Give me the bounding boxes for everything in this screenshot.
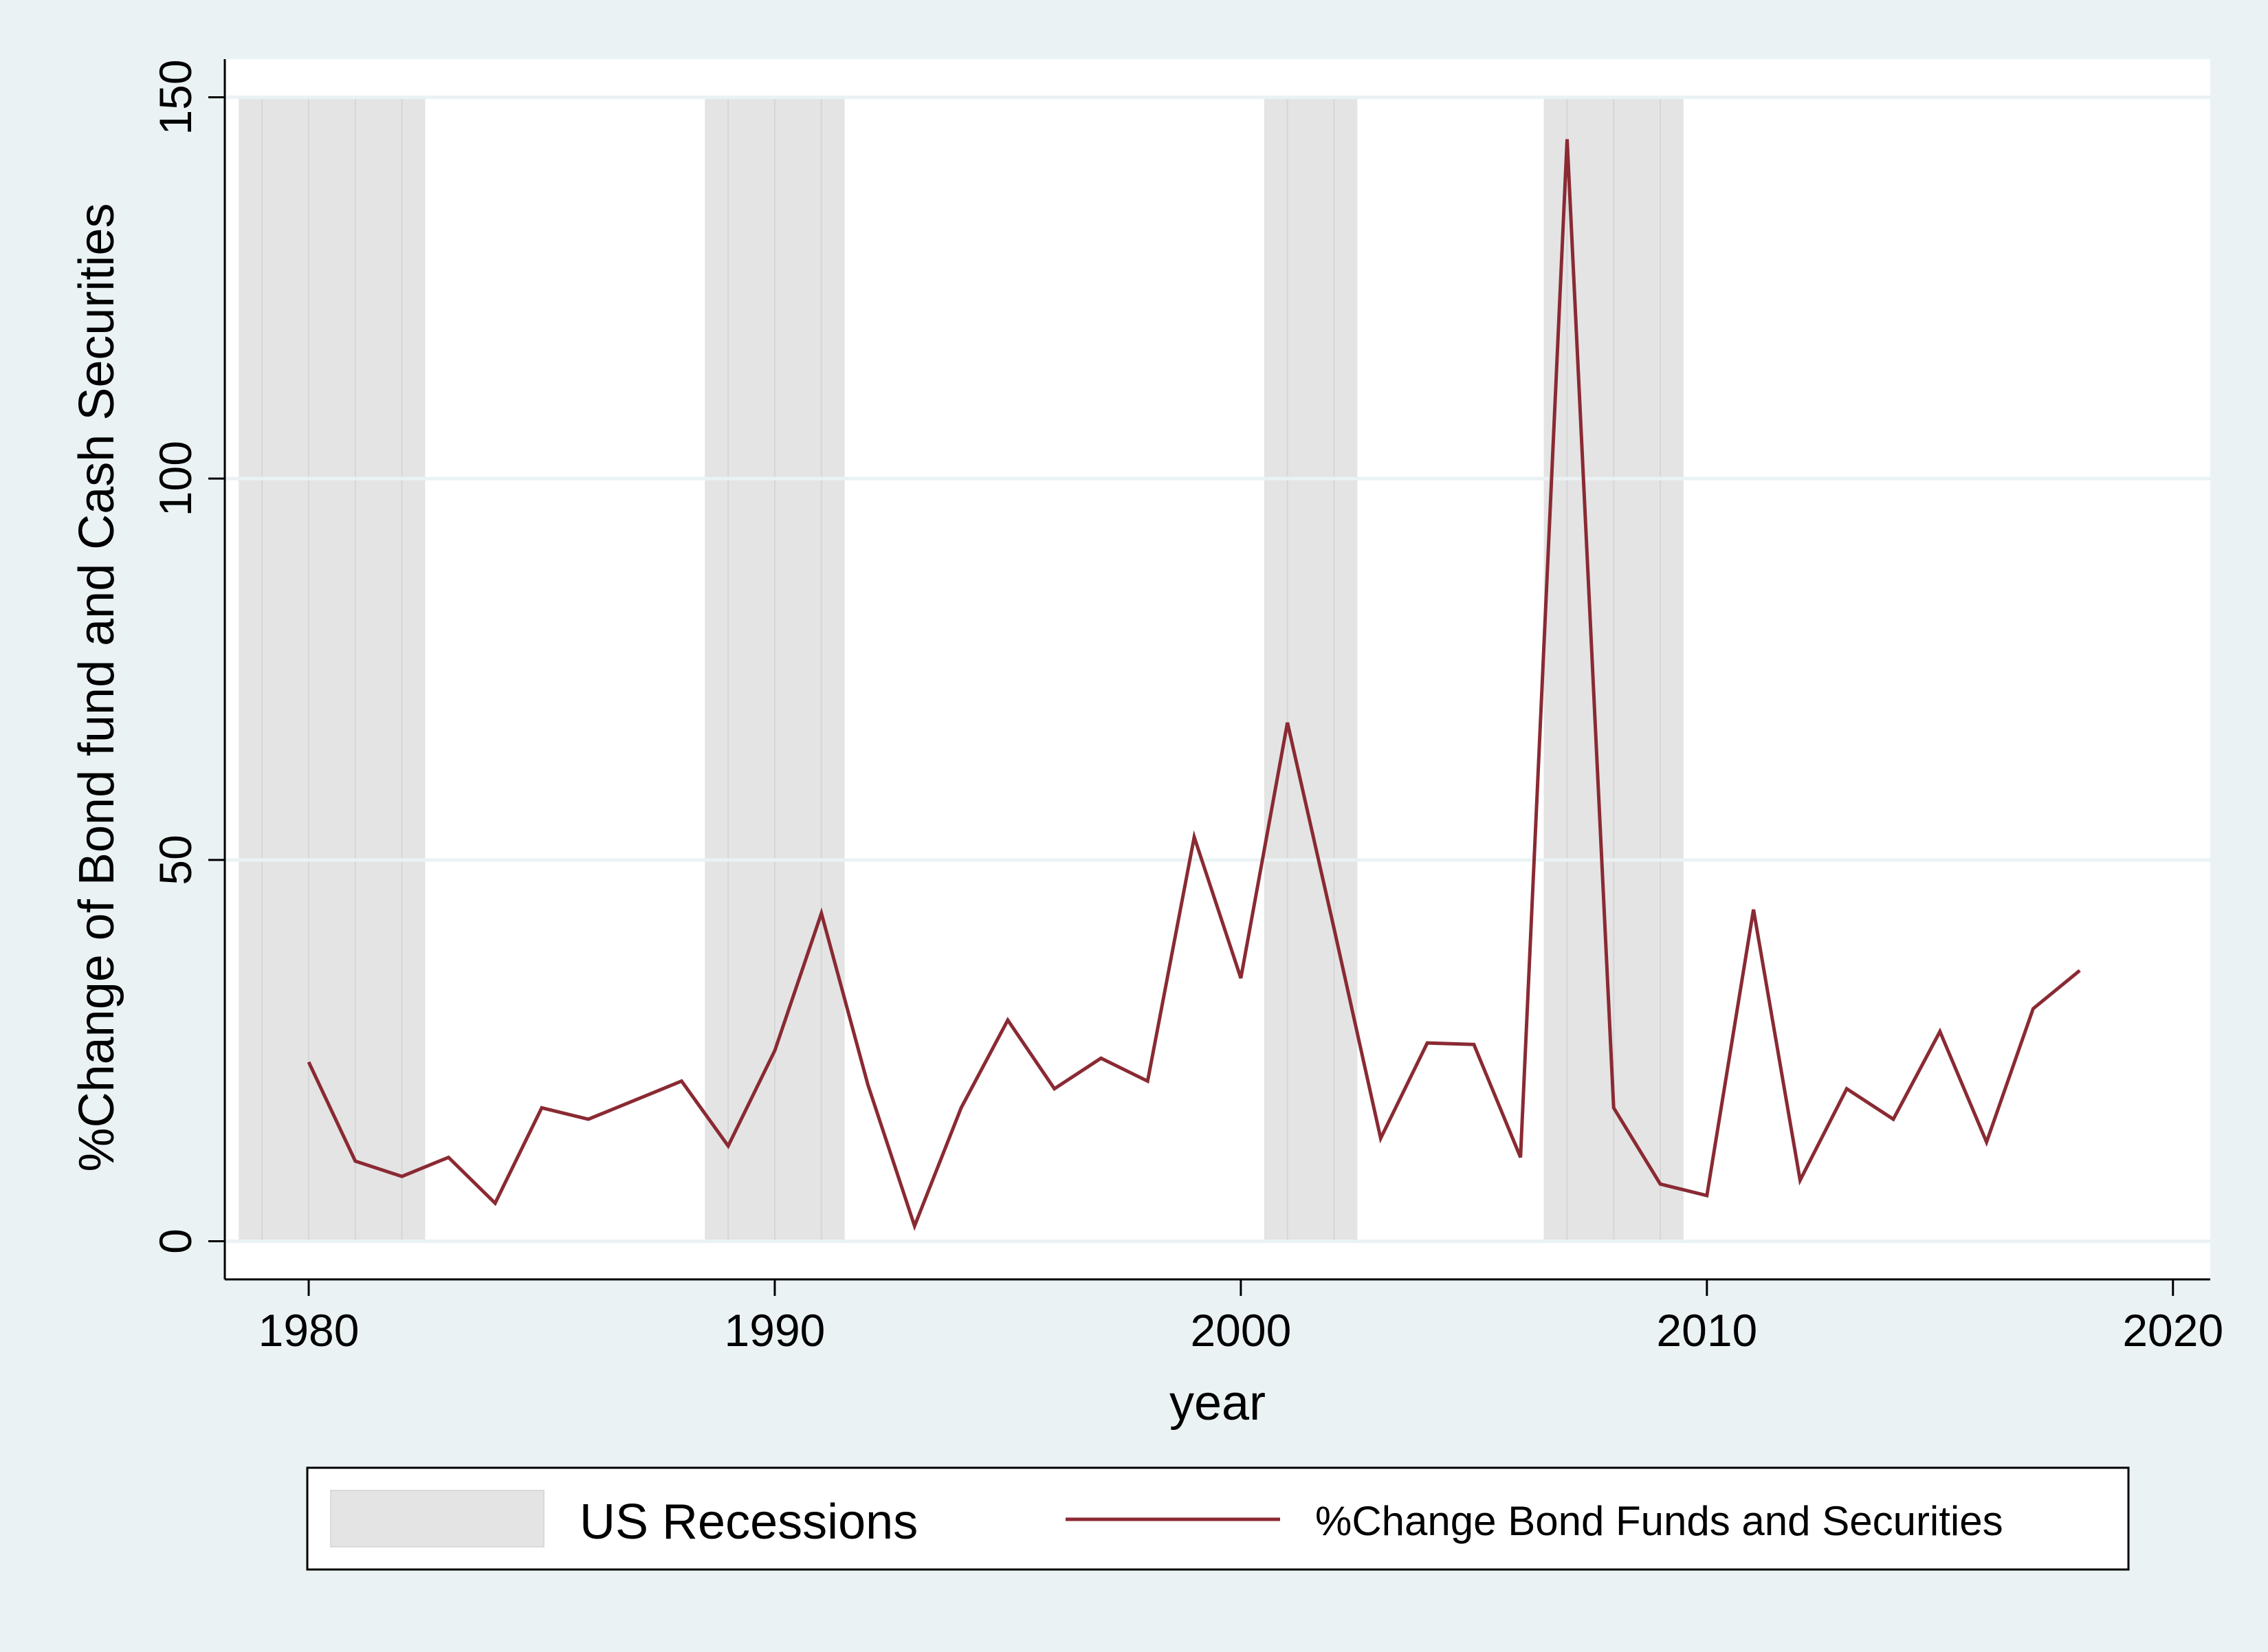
x-axis-title: year (1169, 1376, 1266, 1431)
legend-series-label: %Change Bond Funds and Securities (1315, 1498, 2003, 1544)
legend-recession-label: US Recessions (580, 1495, 918, 1550)
gridlines (225, 95, 2210, 1244)
recession-band (1264, 97, 1358, 1242)
series-line (307, 139, 2081, 1231)
axes (223, 59, 2210, 1281)
recession-bands (239, 97, 1684, 1242)
plot-area (225, 59, 2210, 1279)
x-tick-label: 2000 (1190, 1305, 1291, 1356)
y-tick-label: 0 (150, 1229, 201, 1254)
series-layer (307, 139, 2081, 1231)
x-tick-label: 1980 (258, 1305, 360, 1356)
y-tick-label: 50 (150, 835, 201, 885)
y-tick-label: 100 (150, 441, 201, 516)
y-tick-label: 150 (150, 59, 201, 135)
legend: US Recessions %Change Bond Funds and Sec… (306, 1466, 2130, 1571)
x-tick-label: 2010 (1656, 1305, 1757, 1356)
x-tick-label: 2020 (2122, 1305, 2223, 1356)
recession-band (239, 97, 426, 1242)
y-axis-title: %Change of Bond fund and Cash Securities (69, 203, 124, 1172)
x-tick-label: 1990 (725, 1305, 826, 1356)
ticks: 1980 1990 2000 2010 2020 0 50 100 150 (150, 59, 2223, 1356)
legend-recession-swatch (330, 1490, 544, 1548)
